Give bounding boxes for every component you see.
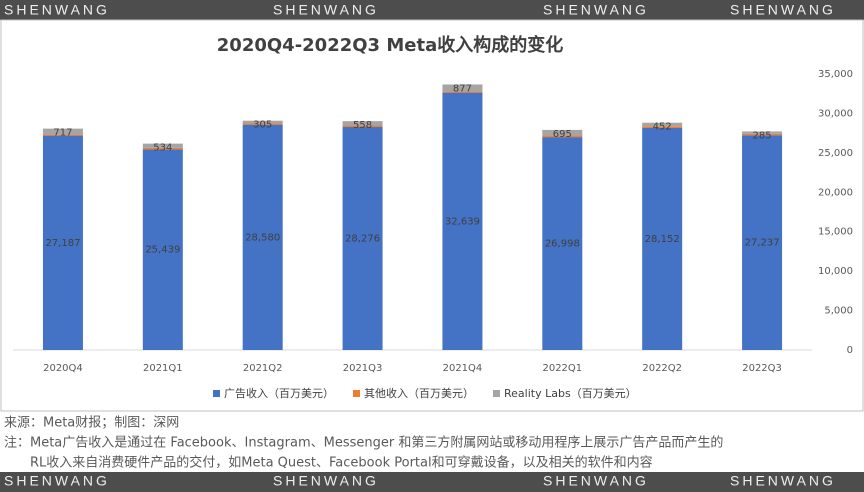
note: 注：Meta广告收入是通过在 Facebook、Instagram、Messen… — [4, 435, 723, 451]
chart-title: 2020Q4-2022Q3 Meta收入构成的变化 — [217, 34, 563, 56]
bar-segment — [142, 149, 183, 350]
bar-segment — [242, 120, 283, 124]
watermark: SHENWANG — [4, 473, 110, 489]
watermark: SHENWANG — [4, 2, 110, 18]
y-tick-label: 15,000 — [818, 227, 853, 238]
legend-label: 广告收入（百万美元） — [224, 386, 334, 400]
x-tick-label: 2021Q2 — [243, 363, 283, 374]
chart-frame — [0, 19, 864, 412]
x-tick-label: 2021Q3 — [343, 363, 383, 374]
source-note: 来源：Meta财报；制图：深网 — [4, 416, 179, 431]
bar-segment — [442, 92, 483, 351]
y-tick-label: 0 — [847, 345, 853, 356]
bottom-banner — [0, 472, 864, 492]
x-tick-label: 2022Q2 — [642, 363, 682, 374]
bar-segment — [142, 143, 183, 148]
bar-segment — [642, 122, 683, 127]
y-tick-label: 35,000 — [818, 69, 853, 80]
bar-segment — [42, 128, 83, 135]
data-label: 28,152 — [645, 234, 680, 245]
x-tick-label: 2021Q4 — [443, 363, 483, 374]
data-label: 27,237 — [745, 238, 780, 249]
note: RL收入来自消费硬件产品的交付，如Meta Quest、Facebook Por… — [30, 455, 653, 471]
watermark: SHENWANG — [543, 2, 649, 18]
bar-segment — [542, 135, 583, 138]
y-tick-label: 5,000 — [824, 306, 853, 317]
data-label: 305 — [253, 120, 272, 131]
top-banner — [0, 0, 864, 20]
legend-label: 其他收入（百万美元） — [364, 386, 474, 400]
x-tick-label: 2022Q1 — [542, 363, 582, 374]
data-label: 32,639 — [445, 216, 480, 227]
bar-segment — [242, 123, 283, 125]
y-tick-label: 10,000 — [818, 266, 853, 277]
data-label: 27,187 — [45, 238, 80, 249]
data-label: 28,580 — [245, 232, 280, 243]
data-label: 285 — [753, 130, 772, 141]
bar-segment — [642, 126, 683, 129]
bar-segment — [642, 128, 683, 350]
x-tick-label: 2022Q3 — [742, 363, 782, 374]
data-label: 28,276 — [345, 234, 380, 245]
watermark: SHENWANG — [273, 473, 379, 489]
watermark: SHENWANG — [730, 473, 836, 489]
bar-segment — [442, 84, 483, 92]
y-tick-label: 20,000 — [818, 187, 853, 198]
legend-swatch — [353, 390, 360, 397]
data-label: 558 — [353, 120, 372, 131]
x-tick-label: 2020Q4 — [43, 363, 83, 374]
plot: 0 5,000 10,000 15,000 20,000 25,000 30,000 35,0… — [13, 69, 853, 400]
legend-swatch — [213, 390, 220, 397]
bar-segment — [742, 135, 783, 350]
data-label: 717 — [53, 128, 72, 139]
data-label: 695 — [553, 129, 572, 140]
data-label: 877 — [453, 83, 472, 94]
bar-segment — [542, 137, 583, 350]
bar-segment — [742, 133, 783, 136]
x-tick-label: 2021Q1 — [143, 363, 183, 374]
bar-segment — [42, 134, 83, 136]
watermark: SHENWANG — [543, 473, 649, 489]
data-label: 26,998 — [545, 239, 580, 250]
bar-segment — [342, 125, 383, 128]
bar-segment — [742, 131, 783, 134]
y-tick-label: 30,000 — [818, 108, 853, 119]
data-label: 534 — [153, 143, 172, 154]
bar-segment — [542, 129, 583, 136]
watermark: SHENWANG — [273, 2, 379, 18]
bar-segment — [342, 121, 383, 126]
bar-segment — [242, 124, 283, 351]
bar-segment — [342, 127, 383, 350]
legend-label: Reality Labs（百万美元） — [504, 387, 637, 400]
bar-segment — [42, 135, 83, 350]
data-label: 25,439 — [145, 245, 180, 256]
y-tick-label: 25,000 — [818, 148, 853, 159]
data-label: 452 — [653, 122, 672, 133]
bar-segment — [442, 91, 483, 93]
watermark: SHENWANG — [730, 2, 836, 18]
bar-segment — [142, 147, 183, 150]
legend-swatch — [493, 390, 500, 397]
